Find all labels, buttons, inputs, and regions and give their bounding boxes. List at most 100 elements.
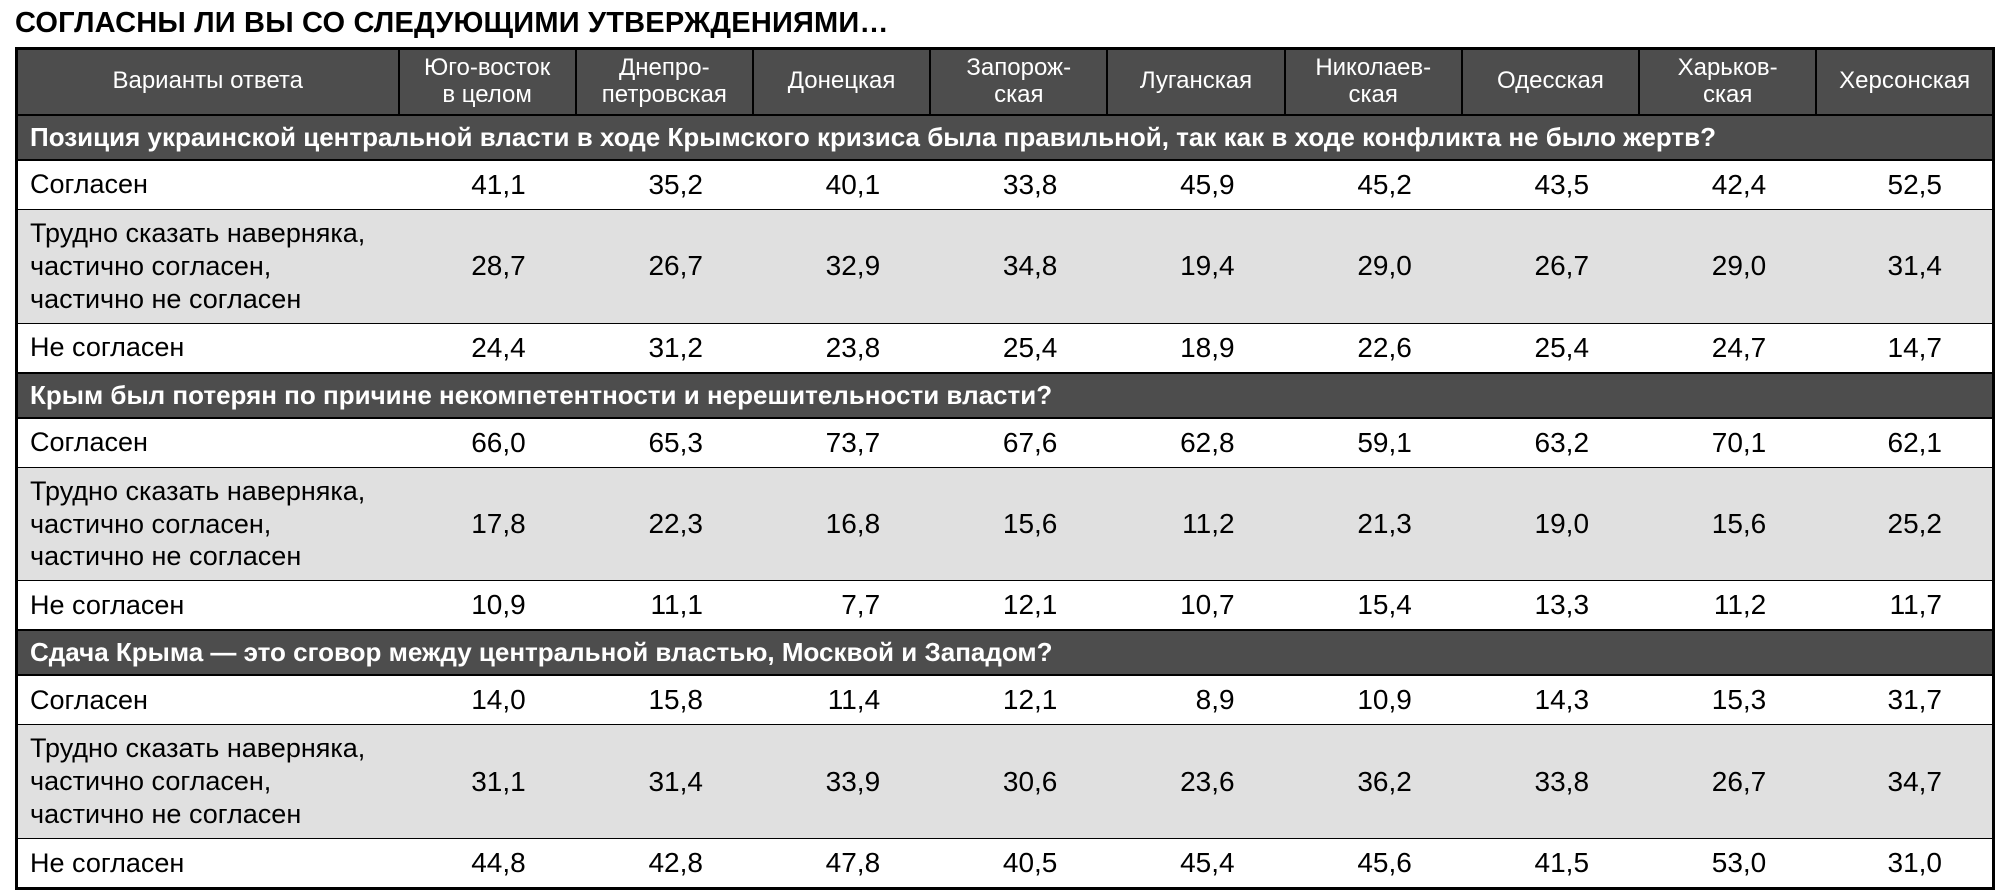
answer-row: Трудно сказать наверняка, частично согла… xyxy=(16,466,1994,581)
value-cell: 15,6 xyxy=(930,466,1108,581)
value-cell: 23,8 xyxy=(752,322,931,373)
value-cell: 15,4 xyxy=(1284,580,1462,631)
answer-row: Не согласен 24,4 31,2 23,8 25,4 18,9 22,6 25,4 2… xyxy=(16,322,1994,373)
answer-row: Согласен 66,0 65,3 73,7 67,6 62,8 59,1 63,2 70,1… xyxy=(16,417,1994,468)
value-cell: 19,0 xyxy=(1461,466,1640,581)
answer-row: Согласен 41,1 35,2 40,1 33,8 45,9 45,2 43,5 42,4… xyxy=(16,159,1994,210)
value-cell: 11,1 xyxy=(575,580,753,631)
value-cell: 62,8 xyxy=(1107,417,1285,468)
value-cell: 62,1 xyxy=(1816,417,1994,468)
value-cell: 70,1 xyxy=(1639,417,1817,468)
answer-row: Не согласен 10,9 11,1 7,7 12,1 10,7 15,4 13,3 11… xyxy=(16,580,1994,631)
value-cell: 35,2 xyxy=(575,159,753,210)
table-header: Варианты ответа Юго-восток в целом Днепро-… xyxy=(16,48,1994,116)
value-cell: 10,9 xyxy=(398,580,576,631)
question-text: Сдача Крыма — это сговор между центральн… xyxy=(16,629,1994,677)
value-cell: 31,4 xyxy=(1816,208,1994,324)
value-cell: 43,5 xyxy=(1461,159,1640,210)
column-header-region: Донецкая xyxy=(751,48,931,116)
value-cell: 30,6 xyxy=(930,724,1108,839)
value-cell: 67,6 xyxy=(930,417,1108,468)
value-cell: 22,3 xyxy=(575,466,753,581)
answer-row: Согласен 14,0 15,8 11,4 12,1 8,9 10,9 14,3 15,3 3… xyxy=(16,674,1994,725)
value-cell: 31,7 xyxy=(1816,674,1994,725)
value-cell: 40,5 xyxy=(930,838,1108,889)
value-cell: 42,4 xyxy=(1639,159,1817,210)
answer-option-label: Согласен xyxy=(16,674,399,725)
value-cell: 47,8 xyxy=(752,838,931,889)
value-cell: 52,5 xyxy=(1816,159,1994,210)
value-cell: 22,6 xyxy=(1284,322,1462,373)
table-body: Позиция украинской центральной власти в … xyxy=(16,113,1994,889)
value-cell: 31,1 xyxy=(398,724,576,839)
value-cell: 11,2 xyxy=(1107,466,1285,581)
question-row: Позиция украинской центральной власти в … xyxy=(16,113,1994,161)
value-cell: 29,0 xyxy=(1639,208,1817,324)
value-cell: 66,0 xyxy=(398,417,576,468)
value-cell: 59,1 xyxy=(1284,417,1462,468)
value-cell: 63,2 xyxy=(1461,417,1640,468)
value-cell: 15,6 xyxy=(1639,466,1817,581)
answer-option-label: Трудно сказать наверняка, частично согла… xyxy=(16,208,399,324)
value-cell: 34,7 xyxy=(1816,724,1994,839)
value-cell: 19,4 xyxy=(1107,208,1285,324)
value-cell: 16,8 xyxy=(752,466,931,581)
value-cell: 10,7 xyxy=(1107,580,1285,631)
answer-option-label: Не согласен xyxy=(16,580,399,631)
value-cell: 14,3 xyxy=(1461,674,1640,725)
survey-table: Варианты ответа Юго-восток в целом Днепро-… xyxy=(15,47,1995,890)
value-cell: 18,9 xyxy=(1107,322,1285,373)
value-cell: 33,9 xyxy=(752,724,931,839)
value-cell: 29,0 xyxy=(1284,208,1462,324)
value-cell: 42,8 xyxy=(575,838,753,889)
value-cell: 12,1 xyxy=(930,674,1108,725)
value-cell: 36,2 xyxy=(1284,724,1462,839)
value-cell: 14,0 xyxy=(398,674,576,725)
value-cell: 12,1 xyxy=(930,580,1108,631)
value-cell: 11,2 xyxy=(1639,580,1817,631)
answer-option-label: Согласен xyxy=(16,159,399,210)
value-cell: 23,6 xyxy=(1107,724,1285,839)
value-cell: 26,7 xyxy=(1639,724,1817,839)
column-header-region: Луганская xyxy=(1106,48,1285,116)
value-cell: 24,4 xyxy=(398,322,576,373)
column-header-region: Днепро- петровская xyxy=(574,48,753,116)
value-cell: 34,8 xyxy=(930,208,1108,324)
value-cell: 10,9 xyxy=(1284,674,1462,725)
column-header-region: Одесская xyxy=(1460,48,1640,116)
value-cell: 24,7 xyxy=(1639,322,1817,373)
answer-option-label: Не согласен xyxy=(16,322,399,373)
value-cell: 11,7 xyxy=(1816,580,1994,631)
value-cell: 40,1 xyxy=(752,159,931,210)
value-cell: 33,8 xyxy=(1461,724,1640,839)
value-cell: 45,9 xyxy=(1107,159,1285,210)
answer-row: Не согласен 44,8 42,8 47,8 40,5 45,4 45,6 41,5 5… xyxy=(16,838,1994,889)
answer-option-label: Трудно сказать наверняка, частично согла… xyxy=(16,724,399,839)
answer-row: Трудно сказать наверняка, частично согла… xyxy=(16,724,1994,839)
value-cell: 31,4 xyxy=(575,724,753,839)
value-cell: 33,8 xyxy=(930,159,1108,210)
value-cell: 7,7 xyxy=(752,580,931,631)
value-cell: 28,7 xyxy=(398,208,576,324)
question-row: Сдача Крыма — это сговор между центральн… xyxy=(16,629,1994,677)
value-cell: 25,4 xyxy=(1461,322,1640,373)
value-cell: 65,3 xyxy=(575,417,753,468)
value-cell: 14,7 xyxy=(1816,322,1994,373)
value-cell: 45,2 xyxy=(1284,159,1462,210)
value-cell: 13,3 xyxy=(1461,580,1640,631)
value-cell: 44,8 xyxy=(398,838,576,889)
column-header-region: Юго-восток в целом xyxy=(397,48,576,116)
page-title: СОГЛАСНЫ ЛИ ВЫ СО СЛЕДУЮЩИМИ УТВЕРЖДЕНИЯ… xyxy=(15,7,889,39)
value-cell: 15,8 xyxy=(575,674,753,725)
column-header-answer-options: Варианты ответа xyxy=(16,48,399,116)
value-cell: 26,7 xyxy=(1461,208,1640,324)
page: СОГЛАСНЫ ЛИ ВЫ СО СЛЕДУЮЩИМИ УТВЕРЖДЕНИЯ… xyxy=(0,7,2011,890)
value-cell: 32,9 xyxy=(752,208,931,324)
answer-option-label: Не согласен xyxy=(16,838,399,889)
answer-option-label: Согласен xyxy=(16,417,399,468)
header-row: Варианты ответа Юго-восток в целом Днепро-… xyxy=(16,48,1994,116)
column-header-region: Николаев- ская xyxy=(1283,48,1462,116)
value-cell: 25,4 xyxy=(930,322,1108,373)
column-header-region: Херсонская xyxy=(1815,48,1994,116)
value-cell: 31,2 xyxy=(575,322,753,373)
